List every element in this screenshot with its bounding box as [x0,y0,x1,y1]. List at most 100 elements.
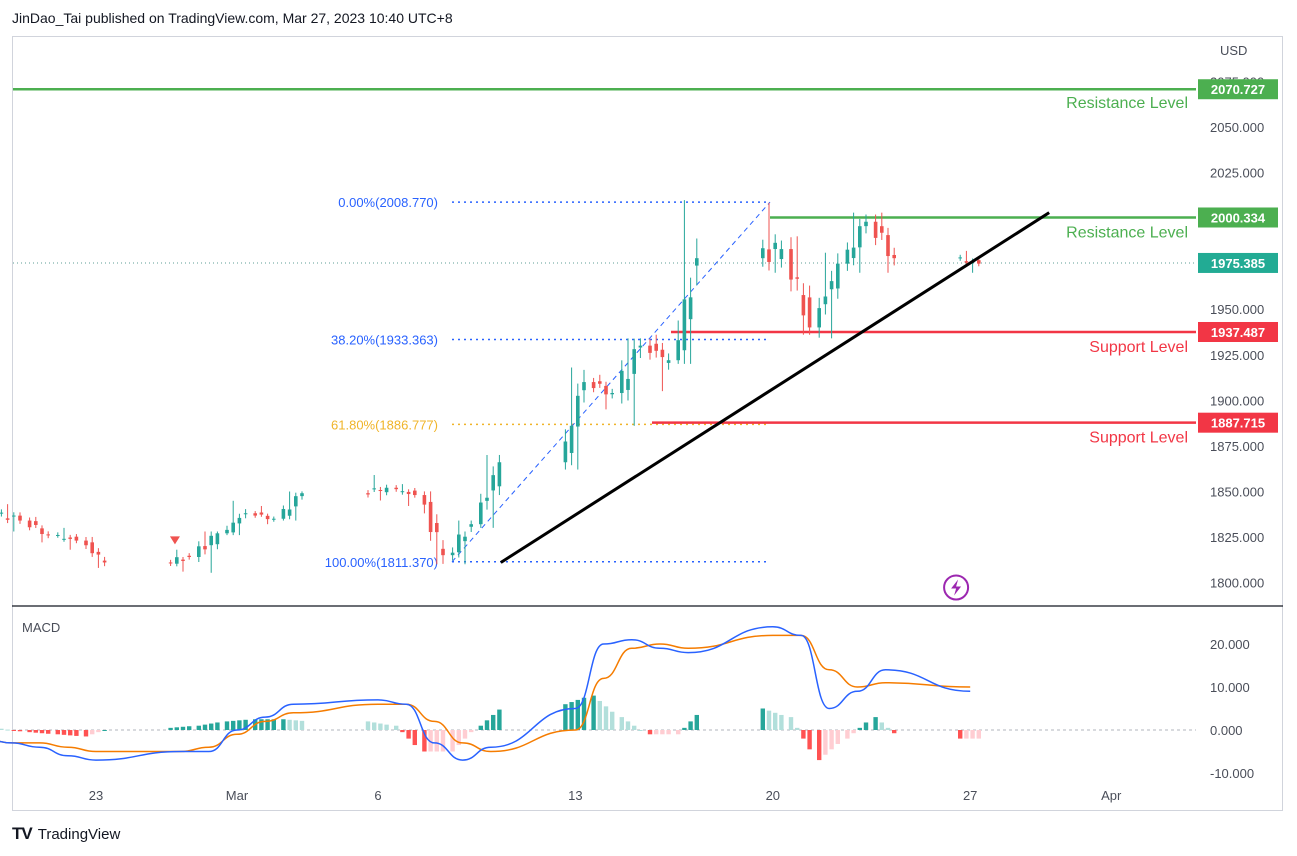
support-price-tag [1198,321,1278,342]
candle-body [682,299,687,351]
macd-histogram-bar [299,720,305,730]
macd-histogram-bar [807,730,812,750]
candle-body [666,360,671,363]
candle-body [441,548,445,556]
macd-histogram-bar [422,730,427,752]
candle-body [864,221,868,227]
macd-histogram-bar [497,709,502,730]
candle-body [90,542,94,554]
candle-body [209,535,213,546]
brand-footer: TV TradingView [12,824,120,844]
fib-level-label: 100.00%(1811.370) [325,555,438,570]
macd-histogram-bar [619,717,624,730]
price-tick-label: 1850.000 [1210,484,1264,499]
date-tick-label: 6 [374,788,381,803]
macd-histogram-bar [694,714,699,730]
candle-body [0,512,4,514]
macd-tick-label: 0.000 [1210,723,1243,738]
macd-histogram-bar [55,730,60,735]
candle-body [253,513,257,516]
price-tick-label: 1875.000 [1210,439,1264,454]
candle-body [215,533,220,545]
macd-histogram-bar [795,727,800,730]
macd-histogram-bar [801,730,806,739]
candle-body [469,524,473,527]
macd-histogram-bar [873,717,878,730]
macd-histogram-bar [823,730,828,755]
support-level-label: Support Level [1089,430,1188,447]
macd-histogram-bar [209,723,214,730]
macd-histogram-bar [879,722,884,730]
macd-histogram-bar [478,725,483,730]
last-price-tag [1198,252,1278,273]
date-tick-label: Mar [226,788,249,803]
candle-body [175,557,179,564]
candle-body [773,242,777,250]
brand-name: TradingView [37,825,121,843]
macd-histogram-bar [688,721,693,730]
macd-histogram-bar [660,730,665,735]
candle-body [779,249,784,260]
macd-histogram-bar [597,700,602,730]
macd-histogram-bar [281,719,286,730]
candle-body [801,295,806,316]
macd-histogram-bar [676,730,681,735]
macd-histogram-bar [215,722,220,730]
candle-body [272,518,276,520]
candle-body [34,521,38,525]
candle-body [851,247,856,259]
candle-body [265,515,270,520]
price-tick-label: 1925.000 [1210,348,1264,363]
macd-histogram-bar [187,726,192,730]
macd-histogram-bar [68,730,73,736]
price-tick-label: 1900.000 [1210,393,1264,408]
macd-histogram-bar [851,730,856,734]
macd-histogram-bar [845,730,850,739]
macd-histogram-bar [90,730,95,735]
macd-histogram-bar [456,730,461,746]
macd-histogram-bar [174,727,179,730]
candle-body [463,536,467,542]
macd-histogram-bar [271,719,276,730]
macd-histogram-bar [817,730,822,761]
candle-body [582,382,586,391]
resistance-price-tag [1198,79,1278,100]
candle-body [294,496,298,507]
macd-histogram-bar [647,730,653,735]
macd-histogram-bar [400,730,405,733]
publish-header: JinDao_Tai published on TradingView.com,… [12,10,453,26]
candle-body [620,370,624,394]
price-tag-text: 1887.715 [1211,416,1265,431]
fib-level-label: 0.00%(2008.770) [338,195,438,210]
candle-body [394,487,398,490]
macd-histogram-bar [788,717,794,730]
price-tag-text: 2000.334 [1211,210,1266,225]
macd-histogram-bar [428,730,433,752]
candle-body [68,537,72,539]
candle-body [836,263,840,289]
price-tick-label: 1800.000 [1210,576,1264,591]
macd-histogram-bar [96,730,101,733]
candle-body [102,560,107,563]
macd-histogram-bar [27,730,32,733]
macd-histogram-bar [61,730,67,735]
candle-body [74,536,79,541]
chart-frame [12,36,1283,811]
date-tick-label: 23 [89,788,103,803]
macd-histogram-bar [484,720,490,730]
candle-body [807,297,812,328]
candle-body [491,475,495,491]
candle-body [428,501,433,533]
candle-body [626,378,630,390]
tradingview-logo-icon: TV [12,824,33,843]
macd-histogram-bar [632,725,637,730]
macd-histogram-bar [406,730,411,739]
support-price-tag [1198,412,1278,433]
candle-body [413,490,417,496]
macd-histogram-bar [835,730,840,744]
price-tick-label: 2050.000 [1210,120,1264,135]
candle-body [225,529,229,534]
macd-histogram-bar [102,730,107,731]
date-tick-label: 27 [963,788,977,803]
